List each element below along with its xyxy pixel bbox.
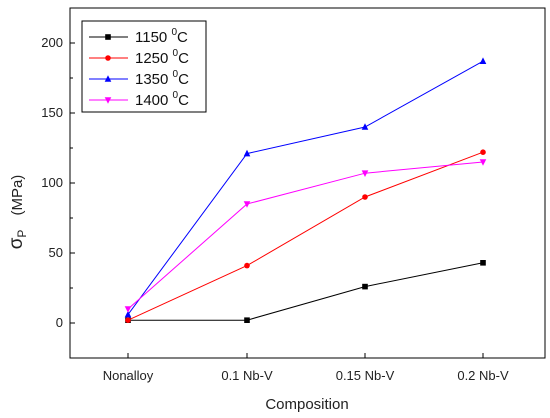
- data-point: [480, 260, 486, 266]
- data-point: [124, 306, 132, 313]
- data-point: [480, 149, 486, 155]
- x-tick-label: Nonalloy: [103, 368, 154, 383]
- legend-box: [81, 20, 207, 113]
- series-line: [127, 151, 484, 321]
- series-1350: [124, 57, 487, 318]
- legend-label: 1250 0C: [135, 48, 189, 67]
- data-point: [105, 55, 111, 61]
- data-point: [479, 159, 487, 166]
- x-tick-label: 0.2 Nb-V: [457, 368, 509, 383]
- series-line: [127, 60, 484, 315]
- y-tick-label: 100: [41, 175, 63, 190]
- x-tick-label: 0.15 Nb-V: [336, 368, 395, 383]
- data-point: [125, 317, 131, 324]
- y-axis: 0 50 100 150 200: [41, 35, 75, 330]
- legend-item-1250: 1250 0C: [89, 48, 189, 67]
- y-axis-title: σP (MPa): [6, 175, 29, 250]
- y-tick-label: 0: [56, 315, 63, 330]
- series-line: [127, 161, 484, 310]
- data-point: [361, 123, 369, 130]
- data-point: [479, 57, 487, 64]
- data-point: [104, 97, 112, 104]
- svg-text:σP(MPa): σP (MPa): [6, 175, 29, 250]
- series-1150: [125, 260, 486, 323]
- x-tick-label: 0.1 Nb-V: [221, 368, 273, 383]
- legend-item-1400: 1400 0C: [89, 90, 189, 109]
- series-line: [128, 262, 484, 321]
- data-point: [124, 310, 132, 318]
- data-point: [244, 262, 250, 269]
- data-point: [361, 170, 369, 177]
- data-point: [362, 194, 368, 200]
- data-point: [243, 201, 251, 208]
- legend-label: 1400 0C: [135, 90, 189, 109]
- y-axis-subscript: P: [15, 230, 29, 238]
- y-tick-label: 50: [49, 245, 63, 260]
- legend-label: 1150 0C: [135, 27, 188, 46]
- y-axis-symbol: σ: [6, 237, 27, 249]
- legend-item-1350: 1350 0C: [89, 69, 189, 88]
- data-point: [104, 75, 112, 82]
- series-1250: [125, 149, 486, 324]
- legend: 1150 0C 1250 0C 1350 0C 1400 0C: [81, 20, 207, 113]
- legend-item-1150: 1150 0C: [89, 27, 188, 46]
- x-axis-title: Composition: [265, 396, 348, 413]
- legend-label: 1350 0C: [135, 69, 189, 88]
- x-axis: Nonalloy 0.1 Nb-V 0.15 Nb-V 0.2 Nb-V: [103, 353, 509, 383]
- series-layer: [124, 57, 487, 324]
- data-point: [243, 149, 251, 157]
- y-tick-label: 200: [41, 35, 63, 50]
- series-1400: [124, 159, 487, 313]
- data-point: [105, 34, 111, 40]
- y-axis-unit: (MPa): [9, 175, 26, 216]
- data-point: [244, 317, 250, 323]
- data-point: [362, 283, 368, 290]
- y-tick-label: 150: [41, 105, 63, 120]
